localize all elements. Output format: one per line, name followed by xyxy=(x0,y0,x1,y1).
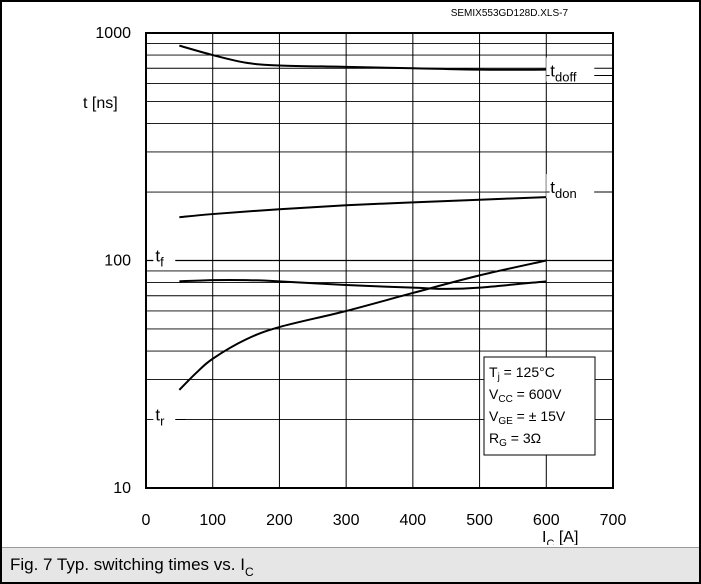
legend-subscript: GE xyxy=(498,416,513,427)
series-label-text: tdon xyxy=(550,178,576,201)
legend-value: = ± 15V xyxy=(513,408,566,424)
x-tick-label: 600 xyxy=(533,512,560,529)
y-tick-label: 10 xyxy=(113,480,131,497)
label-mask xyxy=(153,401,176,424)
series-line-tr xyxy=(178,259,547,391)
series-label-main: t xyxy=(155,247,160,266)
legend-entry: RG = 3Ω xyxy=(489,430,541,449)
legend-subscript: CC xyxy=(498,394,512,405)
series-line-tf xyxy=(179,278,547,290)
series-label-sub: r xyxy=(160,414,165,429)
figure-id: SEMIX553GD128D.XLS-7 xyxy=(451,8,569,19)
legend-entry: VGE = ± 15V xyxy=(489,408,566,427)
x-tick-label: 400 xyxy=(400,512,427,529)
caption-subscript: C xyxy=(244,565,254,579)
x-tick-label: 100 xyxy=(199,512,226,529)
series-label-tr: tr xyxy=(153,401,187,429)
x-axis-label-unit: [A] xyxy=(554,529,578,545)
legend-symbol: V xyxy=(489,408,499,424)
legend-symbol: T xyxy=(489,364,498,380)
series-label-main: t xyxy=(550,178,555,197)
x-axis-label: IC [A] xyxy=(542,529,578,545)
series-label-sub: doff xyxy=(555,70,577,85)
x-tick-label: 200 xyxy=(266,512,293,529)
y-axis-label: t [ns] xyxy=(83,95,118,112)
plot-border xyxy=(145,32,614,489)
y-tick-labels: 10 100 1000 xyxy=(95,25,131,497)
legend-box xyxy=(483,356,596,456)
series-label-sub: don xyxy=(555,186,577,201)
series-label-sub: f xyxy=(160,255,164,270)
series-label-main: t xyxy=(550,62,555,81)
legend-value: = 3Ω xyxy=(507,430,541,446)
legend-entry: VCC = 600V xyxy=(489,386,562,405)
legend-subscript: G xyxy=(499,438,507,449)
series-line-tdoff xyxy=(179,44,547,71)
label-mask xyxy=(546,57,595,82)
legend-symbol: R xyxy=(489,430,499,446)
legend-value: = 125°C xyxy=(500,364,555,380)
series-layer xyxy=(178,44,547,391)
x-tick-labels: 0 100 200 300 400 500 600 700 xyxy=(142,512,627,529)
label-mask xyxy=(546,174,595,199)
figure-caption: Fig. 7 Typ. switching times vs. IC xyxy=(2,547,699,582)
series-label-tdoff: tdoff xyxy=(546,57,613,85)
x-tick-label: 500 xyxy=(466,512,493,529)
series-label-main: t xyxy=(155,406,160,425)
series-label-text: tr xyxy=(155,406,165,429)
y-tick-label: 100 xyxy=(104,253,131,270)
legend-subscript: j xyxy=(497,372,500,383)
legend-entry: Tj = 125°C xyxy=(489,364,555,383)
x-axis-label-sub: C xyxy=(546,538,554,545)
x-tick-label: 700 xyxy=(600,512,627,529)
label-mask xyxy=(153,242,176,265)
series-label-tdon: tdon xyxy=(546,174,613,201)
series-label-text: tf xyxy=(155,247,164,270)
y-tick-label: 1000 xyxy=(95,25,131,42)
x-tick-label: 0 xyxy=(142,512,151,529)
series-label-text: tdoff xyxy=(550,62,577,85)
legend-symbol: V xyxy=(489,386,499,402)
series-line-tdon xyxy=(179,196,547,219)
caption-text: Fig. 7 Typ. switching times vs. I xyxy=(10,555,245,574)
x-axis-label-main: I xyxy=(542,529,546,545)
x-tick-label: 300 xyxy=(333,512,360,529)
legend-value: = 600V xyxy=(513,386,562,402)
series-label-tf: tf xyxy=(153,242,187,270)
